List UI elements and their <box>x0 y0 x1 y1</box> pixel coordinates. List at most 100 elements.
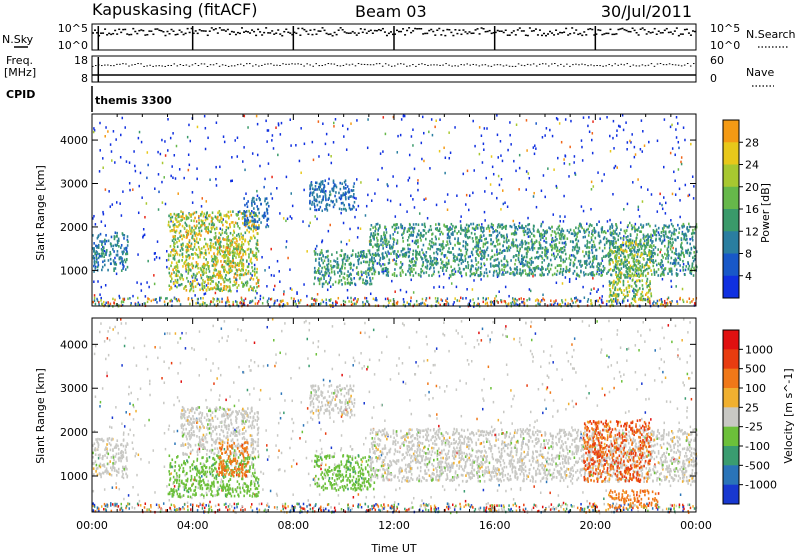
echo-cell <box>256 267 258 271</box>
noise-cell <box>345 148 348 151</box>
ground-cell <box>278 303 281 306</box>
noise-cell <box>315 208 318 212</box>
echo-cell <box>578 229 580 233</box>
echo-cell <box>217 218 219 222</box>
ground-cell <box>415 299 418 303</box>
echo-cell <box>505 246 508 250</box>
echo-cell <box>203 251 206 255</box>
echo-cell <box>660 231 663 234</box>
echo-cell <box>338 207 341 211</box>
echo-cell <box>673 230 675 233</box>
echo-cell <box>573 246 576 250</box>
echo-cell <box>232 210 234 213</box>
echo-cell <box>524 242 527 246</box>
echo-cell <box>114 231 117 235</box>
nsky-point <box>663 29 666 32</box>
echo-cell <box>201 282 204 285</box>
nave-point <box>520 64 523 66</box>
echo-cell <box>185 223 188 226</box>
echo-cell <box>541 265 543 269</box>
echo-cell <box>97 246 100 249</box>
echo-cell <box>490 238 492 242</box>
noise-cell <box>271 139 273 142</box>
noise-cell <box>680 156 683 159</box>
nsky-point <box>637 34 640 36</box>
echo-cell <box>173 245 176 249</box>
echo-cell <box>689 251 692 255</box>
echo-cell <box>463 229 466 232</box>
echo-cell <box>618 252 620 255</box>
echo-cell <box>175 280 177 284</box>
nave-point <box>306 63 308 65</box>
noise-cell <box>139 171 142 175</box>
echo-cell <box>400 225 402 229</box>
echo-cell <box>589 223 591 226</box>
echo-cell <box>332 264 335 268</box>
echo-cell <box>567 269 569 272</box>
echo-cell <box>356 266 358 269</box>
noise-cell <box>410 278 412 282</box>
ground-cell <box>313 303 315 306</box>
echo-cell <box>538 241 541 244</box>
echo-cell <box>528 261 531 265</box>
ground-cell <box>129 297 131 300</box>
echo-cell <box>175 265 177 268</box>
nave-point <box>354 65 357 67</box>
echo-cell <box>520 262 523 265</box>
ground-cell <box>406 301 408 304</box>
echo-cell <box>524 247 527 250</box>
echo-cell <box>339 181 342 185</box>
ground-cell <box>688 297 691 300</box>
echo-cell <box>346 278 349 281</box>
echo-cell <box>364 255 367 259</box>
noise-cell <box>136 281 138 284</box>
noise-cell <box>294 300 296 303</box>
echo-cell <box>198 221 200 225</box>
echo-cell <box>185 248 188 252</box>
nave-point <box>671 64 674 66</box>
echo-cell <box>118 257 121 261</box>
noise-cell <box>580 205 583 208</box>
noise-cell <box>659 192 661 196</box>
noise-cell <box>343 135 345 138</box>
echo-cell <box>125 248 127 252</box>
noise-cell <box>92 130 95 134</box>
noise-cell <box>502 271 504 274</box>
echo-cell <box>457 237 460 240</box>
echo-cell <box>324 193 327 196</box>
echo-cell <box>592 229 594 232</box>
echo-cell <box>178 231 181 235</box>
noise-cell <box>563 158 565 161</box>
ground-cell <box>156 301 158 304</box>
ground-cell <box>528 297 531 300</box>
nsky-point <box>331 34 334 37</box>
nsky-point <box>468 31 471 33</box>
echo-cell <box>450 270 453 273</box>
echo-cell <box>331 253 333 256</box>
noise-cell <box>656 139 659 143</box>
nsky-point <box>478 33 481 35</box>
echo-cell <box>562 258 565 262</box>
echo-cell <box>488 270 491 274</box>
echo-cell <box>482 245 485 248</box>
nsky-point <box>134 30 137 33</box>
echo-cell <box>343 253 345 257</box>
echo-cell <box>252 225 255 228</box>
echo-cell <box>351 281 353 285</box>
echo-cell <box>658 233 661 237</box>
echo-cell <box>198 248 201 251</box>
echo-cell <box>394 223 396 227</box>
echo-cell <box>97 243 100 247</box>
echo-cell <box>496 248 498 252</box>
echo-cell <box>327 269 329 273</box>
echo-cell <box>619 236 622 240</box>
noise-cell <box>532 146 535 149</box>
echo-cell <box>344 179 347 183</box>
nsky-point <box>667 31 670 34</box>
nsky-point <box>299 34 302 36</box>
echo-cell <box>227 289 230 293</box>
noise-cell <box>489 183 492 186</box>
echo-cell <box>639 240 641 244</box>
echo-cell <box>195 264 198 267</box>
nave-point <box>554 63 556 65</box>
